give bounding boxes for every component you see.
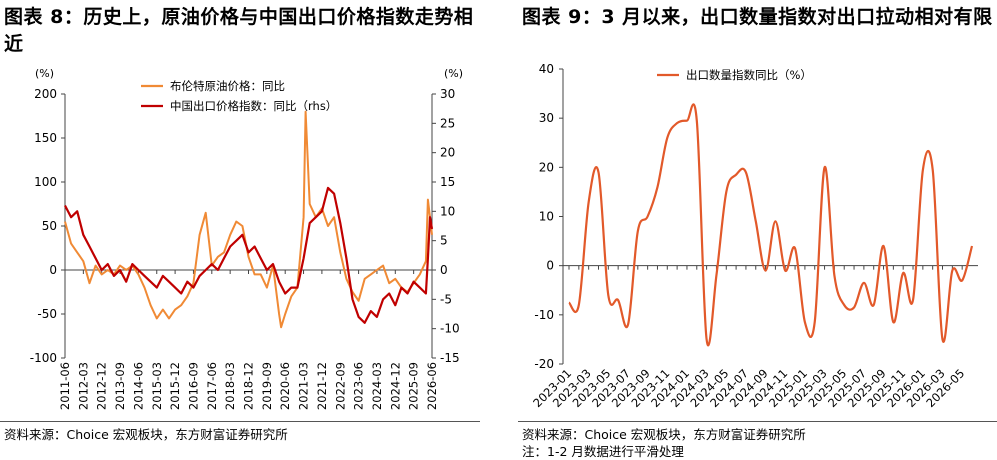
left-y-unit-label: (%) — [35, 67, 54, 80]
y-tick-label: 40 — [539, 62, 554, 76]
left-y-tick-label: 0 — [49, 263, 57, 277]
legend-label: 出口数量指数同比（%） — [686, 68, 812, 82]
left-y-tick-label: 150 — [34, 131, 57, 145]
x-tick-label: 2022-09 — [333, 362, 347, 410]
right-source-divider — [518, 421, 997, 422]
left-source-text: 资料来源：Choice 宏观板块，东方财富证券研究所 — [4, 427, 288, 442]
y-tick-label: 10 — [539, 210, 554, 224]
legend-label: 中国出口价格指数：同比（rhs） — [170, 99, 337, 113]
x-tick-label: 2020-06 — [278, 362, 292, 410]
left-source-divider — [0, 421, 480, 422]
x-tick-label: 2021-03 — [297, 362, 311, 410]
left-chart-svg: (%) (%)-100-50050100150200-15-10-50510152… — [30, 67, 463, 410]
y-tick-label: 30 — [539, 111, 554, 125]
right-chart-svg: -20-100102030402023-012023-032023-052023… — [530, 62, 978, 410]
x-tick-label: 2015-03 — [150, 362, 164, 410]
left-y-tick-label: 200 — [34, 87, 57, 101]
legend-label: 布伦特原油价格：同比 — [170, 79, 285, 93]
y-tick-label: 0 — [546, 259, 554, 273]
right-y-tick-label: -10 — [440, 322, 460, 336]
left-chart-title: 图表 8：历史上，原油价格与中国出口价格指数走势相近 — [4, 6, 474, 55]
x-tick-label: 2018-12 — [242, 362, 256, 410]
x-tick-label: 2016-09 — [186, 362, 200, 410]
series-line-brent — [64, 110, 433, 329]
right-y-tick-label: 10 — [440, 204, 455, 218]
y-tick-label: -10 — [534, 308, 554, 322]
left-y-tick-label: -50 — [37, 307, 57, 321]
right-chart-title: 图表 9：3 月以来，出口数量指数对出口拉动相对有限 — [522, 6, 993, 28]
x-tick-label: 2018-03 — [223, 362, 237, 410]
x-tick-label: 2013-09 — [113, 362, 127, 410]
right-source-text: 资料来源：Choice 宏观板块，东方财富证券研究所 — [522, 427, 806, 442]
right-y-tick-label: 25 — [440, 116, 455, 130]
x-tick-label: 2024-03 — [370, 362, 384, 410]
right-y-tick-label: 15 — [440, 175, 455, 189]
left-y-tick-label: 100 — [34, 175, 57, 189]
right-y-tick-label: 0 — [440, 263, 448, 277]
left-y-tick-label: -100 — [30, 351, 57, 365]
x-tick-label: 2017-06 — [205, 362, 219, 410]
right-y-tick-label: 5 — [440, 234, 448, 248]
left-y-tick-label: 50 — [42, 219, 57, 233]
x-tick-label: 2024-12 — [388, 362, 402, 410]
right-y-tick-label: -5 — [440, 292, 452, 306]
right-y-tick-label: 20 — [440, 146, 455, 160]
left-chart-panel: 图表 8：历史上，原油价格与中国出口价格指数走势相近 (%) (%) -100 -50… — [0, 0, 480, 454]
x-tick-label: 2015-12 — [168, 362, 182, 410]
x-tick-label: 2012-12 — [95, 362, 109, 410]
right-y-tick-label: 30 — [440, 87, 455, 101]
y-tick-label: -20 — [534, 357, 554, 371]
x-tick-label: 2012-03 — [76, 362, 90, 410]
x-tick-label: 2025-09 — [407, 362, 421, 410]
right-note-text: 注：1-2 月数据进行平滑处理 — [522, 444, 684, 459]
x-tick-label: 2026-06 — [425, 362, 439, 410]
x-tick-label: 2014-06 — [131, 362, 145, 410]
x-tick-label: 2011-06 — [58, 362, 72, 410]
right-y-tick-label: -15 — [440, 351, 460, 365]
right-chart-panel: 图表 9：3 月以来，出口数量指数对出口拉动相对有限 -20 -10 0 10 20 30… — [518, 0, 997, 459]
x-tick-label: 2021-12 — [315, 362, 329, 410]
x-tick-label: 2023-06 — [352, 362, 366, 410]
x-tick-label: 2019-09 — [260, 362, 274, 410]
right-y-unit-label: (%) — [444, 67, 463, 80]
series-line-export-price — [64, 186, 434, 324]
series-line-export-volume — [568, 103, 974, 347]
y-tick-label: 20 — [539, 160, 554, 174]
